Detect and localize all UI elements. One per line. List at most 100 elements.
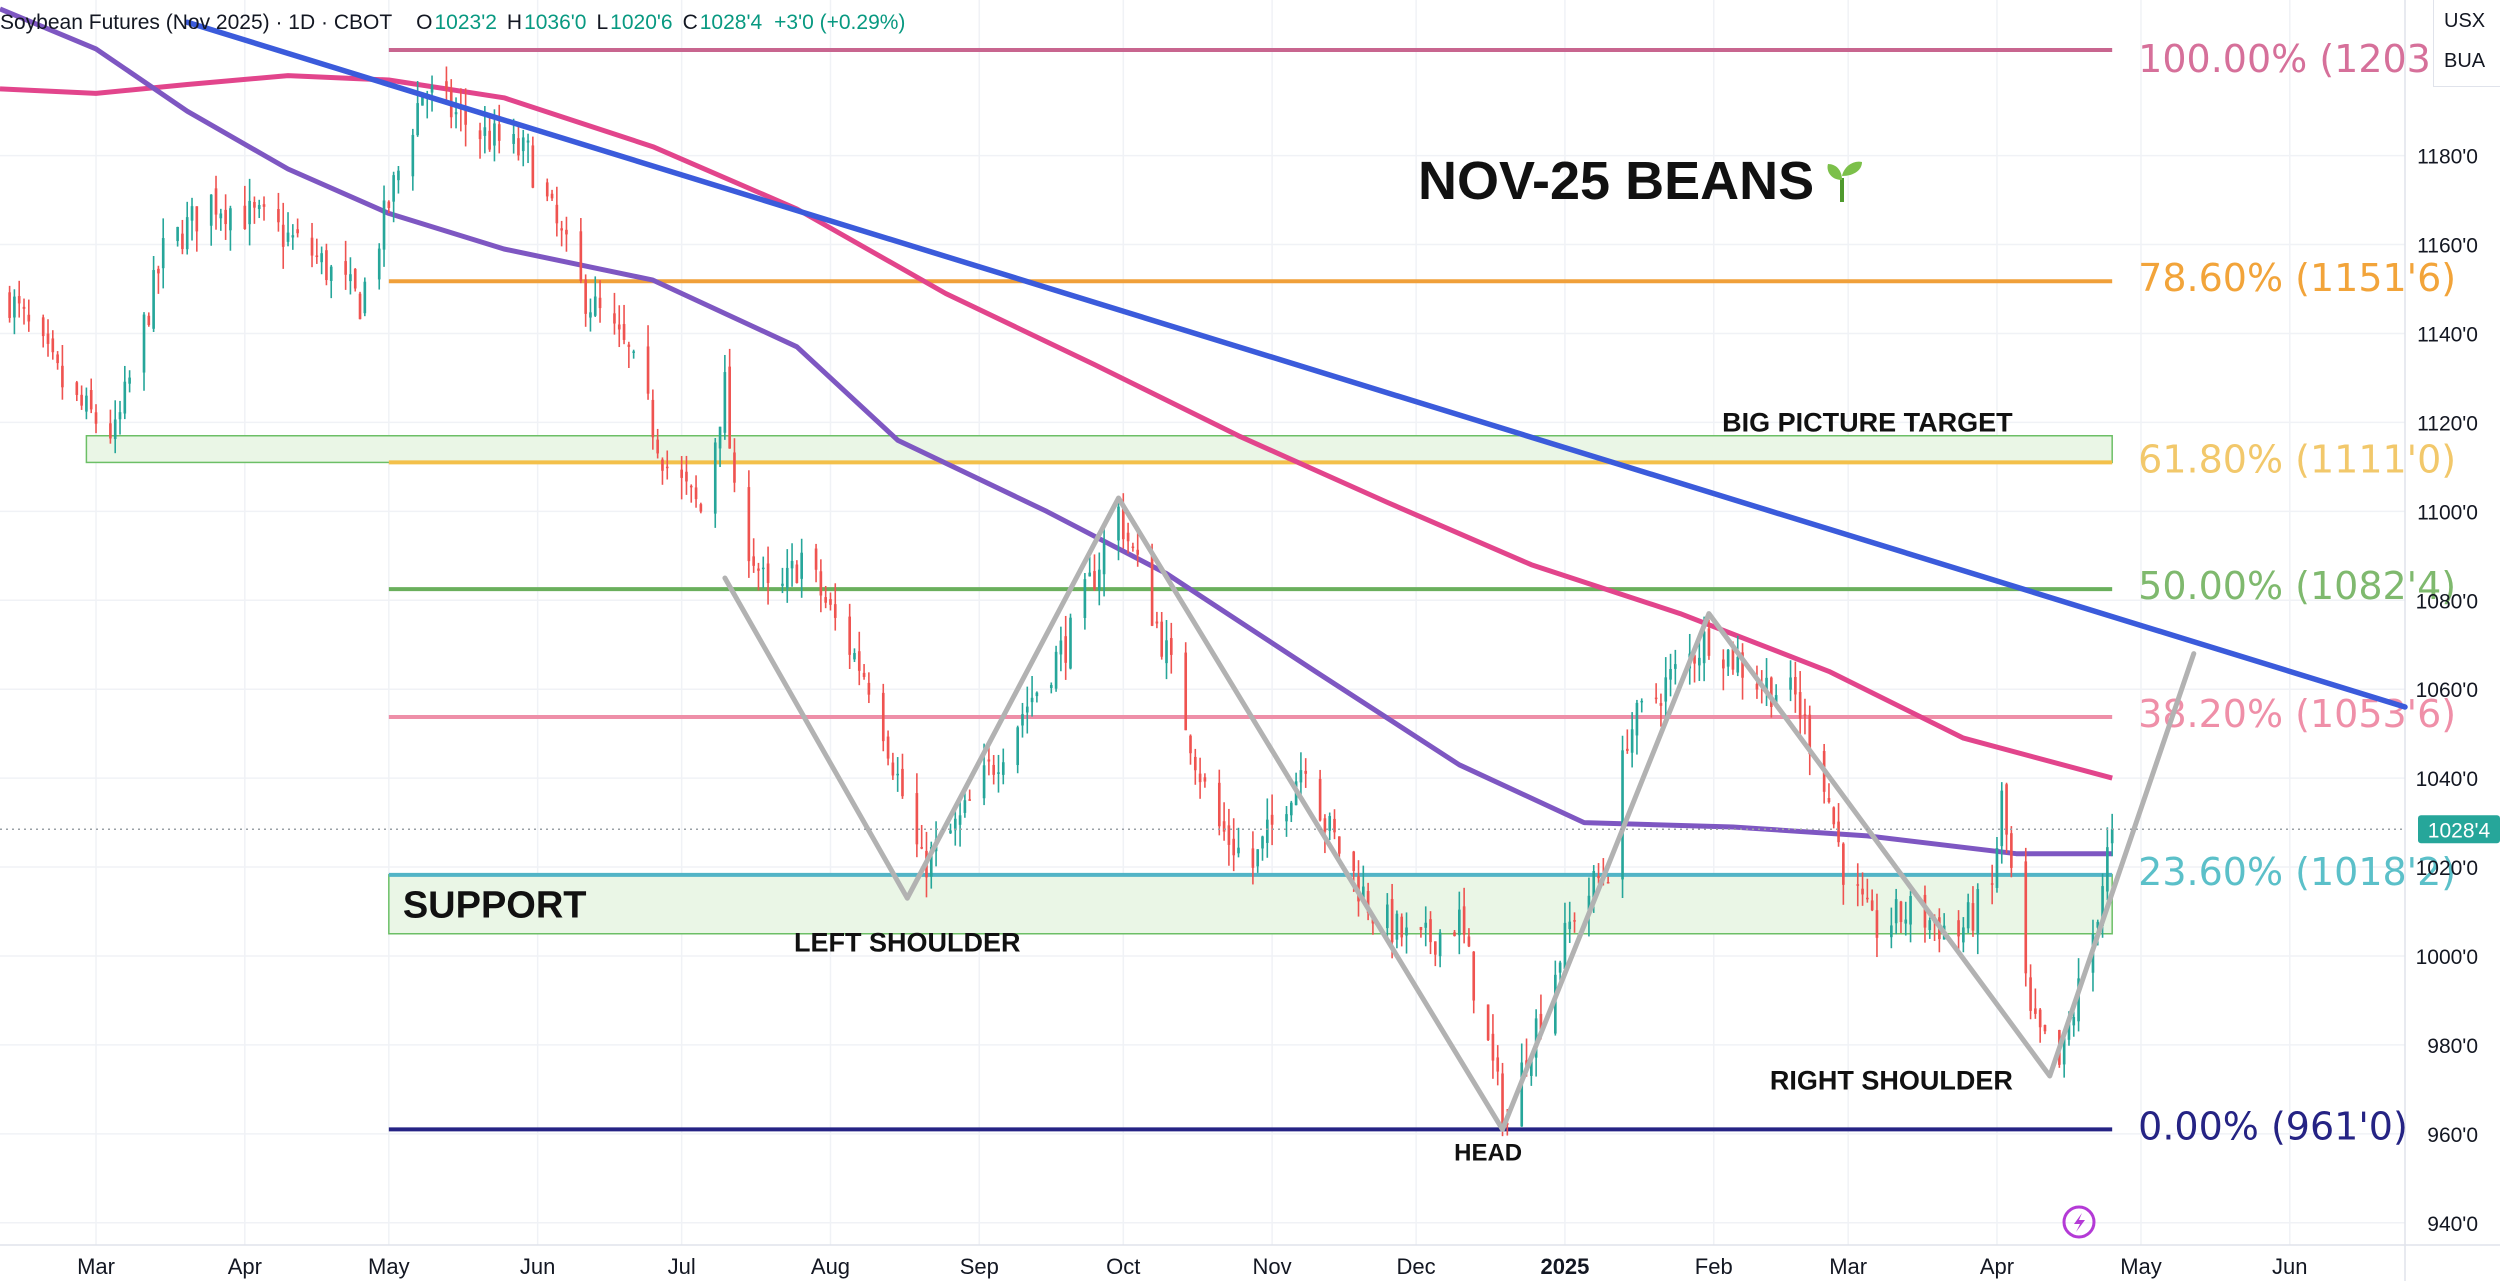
candle-body[interactable] — [949, 830, 952, 834]
candle-body[interactable] — [224, 209, 227, 225]
candle-body[interactable] — [219, 213, 223, 219]
candle-body[interactable] — [17, 296, 21, 304]
candle-body[interactable] — [1491, 1033, 1495, 1061]
currency-label[interactable]: USX — [2444, 10, 2486, 32]
time-axis[interactable]: Mar Apr May Jun Jul Aug Sep Oct Nov Dec 2025 Feb Mar… — [77, 1254, 2307, 1279]
candle-body[interactable] — [1265, 819, 1269, 843]
candle-body[interactable] — [1227, 825, 1231, 845]
candle-body[interactable] — [1635, 702, 1639, 736]
candle-body[interactable] — [1875, 910, 1879, 938]
candle-body[interactable] — [1472, 951, 1476, 1001]
candle-body[interactable] — [315, 255, 319, 257]
candle-body[interactable] — [454, 112, 458, 115]
candle-body[interactable] — [94, 412, 98, 424]
candle-body[interactable] — [1554, 974, 1557, 1034]
candle-body[interactable] — [2029, 977, 2032, 1011]
candle-body[interactable] — [699, 504, 703, 512]
candle-body[interactable] — [214, 188, 218, 215]
candle-body[interactable] — [1630, 729, 1634, 753]
candle-body[interactable] — [526, 140, 530, 143]
candle-body[interactable] — [1568, 921, 1572, 930]
candle-body[interactable] — [1030, 697, 1034, 703]
candle-body[interactable] — [790, 560, 794, 569]
candle-body[interactable] — [517, 138, 520, 156]
candle-body[interactable] — [1318, 778, 1322, 821]
candle-body[interactable] — [1333, 818, 1336, 833]
candle-body[interactable] — [781, 583, 784, 586]
candle-body[interactable] — [85, 395, 88, 412]
candle-body[interactable] — [1102, 543, 1106, 575]
candle-body[interactable] — [358, 293, 362, 320]
candle-body[interactable] — [545, 182, 549, 197]
candle-body[interactable] — [2010, 833, 2013, 868]
candle-body[interactable] — [733, 452, 736, 483]
candle-body[interactable] — [1856, 884, 1860, 886]
candle-body[interactable] — [209, 194, 213, 226]
candle-body[interactable] — [1573, 920, 1576, 922]
candle-body[interactable] — [344, 261, 347, 275]
candle-body[interactable] — [1928, 920, 1932, 931]
candle-body[interactable] — [1093, 571, 1096, 590]
candle-body[interactable] — [1971, 903, 1975, 931]
candle-body[interactable] — [1136, 549, 1140, 555]
candle-body[interactable] — [377, 248, 381, 280]
candle-body[interactable] — [661, 459, 664, 471]
candle-body[interactable] — [1256, 849, 1260, 867]
candle-body[interactable] — [286, 232, 290, 242]
candle-body[interactable] — [1976, 889, 1980, 935]
candle-body[interactable] — [1597, 876, 1600, 879]
candle-body[interactable] — [2072, 1017, 2076, 1026]
candle-body[interactable] — [761, 567, 765, 570]
candle-body[interactable] — [579, 231, 583, 281]
candle-body[interactable] — [89, 390, 93, 410]
candle-body[interactable] — [617, 324, 621, 330]
candle-body[interactable] — [2062, 1033, 2066, 1065]
candle-body[interactable] — [1438, 932, 1442, 957]
candle-body[interactable] — [1520, 1062, 1524, 1127]
candle-body[interactable] — [1016, 727, 1020, 766]
candle-body[interactable] — [325, 250, 328, 281]
candle-body[interactable] — [1563, 922, 1567, 969]
candle-body[interactable] — [1674, 664, 1677, 669]
candle-body[interactable] — [1966, 902, 1970, 929]
candle-body[interactable] — [1870, 900, 1874, 911]
candle-body[interactable] — [1592, 871, 1596, 902]
candle-body[interactable] — [1165, 640, 1168, 664]
candle-body[interactable] — [824, 597, 827, 603]
candle-body[interactable] — [747, 487, 751, 562]
candle-body[interactable] — [2067, 1023, 2071, 1040]
candle-body[interactable] — [565, 229, 568, 235]
candle-body[interactable] — [253, 201, 256, 208]
candle-body[interactable] — [1726, 649, 1730, 667]
candle-body[interactable] — [2000, 790, 2004, 847]
candle-body[interactable] — [689, 485, 693, 488]
candle-body[interactable] — [1534, 1018, 1538, 1058]
candle-body[interactable] — [185, 217, 189, 250]
candle-body[interactable] — [1894, 899, 1898, 924]
candle-body[interactable] — [1899, 901, 1903, 923]
candlestick-series[interactable] — [8, 66, 2114, 1137]
candle-body[interactable] — [61, 365, 64, 388]
candle-body[interactable] — [819, 571, 823, 596]
candle-body[interactable] — [1659, 703, 1663, 706]
candle-body[interactable] — [1049, 684, 1053, 689]
candle-body[interactable] — [766, 563, 770, 584]
candle-body[interactable] — [1736, 656, 1740, 673]
candle-body[interactable] — [392, 175, 395, 202]
candle-body[interactable] — [349, 274, 352, 282]
candle-body[interactable] — [1021, 714, 1024, 726]
candle-body[interactable] — [397, 170, 400, 181]
last-price-badge[interactable] — [2418, 815, 2500, 844]
candle-body[interactable] — [80, 394, 83, 406]
candle-body[interactable] — [968, 799, 972, 801]
candle-body[interactable] — [1232, 838, 1236, 856]
candle-body[interactable] — [593, 296, 597, 316]
candle-body[interactable] — [22, 306, 26, 309]
candle-body[interactable] — [1741, 652, 1744, 678]
candle-body[interactable] — [1337, 836, 1341, 854]
candle-body[interactable] — [901, 768, 904, 797]
candle-body[interactable] — [1184, 652, 1188, 731]
candle-body[interactable] — [1827, 798, 1831, 803]
candle-body[interactable] — [445, 81, 448, 89]
candle-body[interactable] — [1160, 621, 1164, 657]
